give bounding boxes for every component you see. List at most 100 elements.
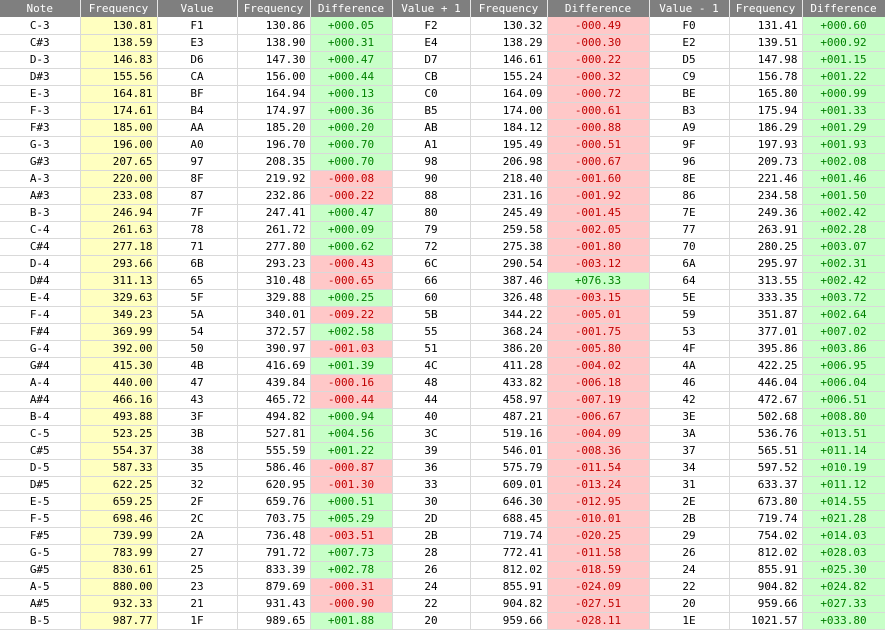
- note-frequency-cell[interactable]: 349.23: [80, 306, 158, 324]
- minus-1-value-cell[interactable]: 9F: [649, 136, 730, 154]
- minus-1-value-cell[interactable]: 3E: [649, 408, 730, 426]
- value-difference-cell[interactable]: -000.90: [310, 595, 393, 613]
- minus-1-frequency-cell[interactable]: 904.82: [729, 578, 803, 596]
- value-frequency-cell[interactable]: 879.69: [237, 578, 311, 596]
- plus-1-difference-cell[interactable]: -000.22: [547, 51, 650, 69]
- minus-1-frequency-cell[interactable]: 165.80: [729, 85, 803, 103]
- note-cell[interactable]: F-4: [0, 306, 81, 324]
- minus-1-frequency-cell[interactable]: 754.02: [729, 527, 803, 545]
- minus-1-difference-cell[interactable]: +002.31: [802, 255, 885, 273]
- value-cell[interactable]: B4: [157, 102, 238, 120]
- note-cell[interactable]: D-4: [0, 255, 81, 273]
- note-frequency-cell[interactable]: 155.56: [80, 68, 158, 86]
- minus-1-difference-cell[interactable]: +001.33: [802, 102, 885, 120]
- plus-1-difference-cell[interactable]: -013.24: [547, 476, 650, 494]
- minus-1-frequency-cell[interactable]: 139.51: [729, 34, 803, 52]
- value-cell[interactable]: 5F: [157, 289, 238, 307]
- note-frequency-cell[interactable]: 932.33: [80, 595, 158, 613]
- minus-1-frequency-cell[interactable]: 422.25: [729, 357, 803, 375]
- plus-1-value-cell[interactable]: D7: [392, 51, 471, 69]
- plus-1-frequency-cell[interactable]: 719.74: [470, 527, 548, 545]
- value-difference-cell[interactable]: +000.31: [310, 34, 393, 52]
- value-frequency-cell[interactable]: 620.95: [237, 476, 311, 494]
- value-difference-cell[interactable]: +002.58: [310, 323, 393, 341]
- value-difference-cell[interactable]: +000.70: [310, 136, 393, 154]
- plus-1-frequency-cell[interactable]: 646.30: [470, 493, 548, 511]
- value-frequency-cell[interactable]: 174.97: [237, 102, 311, 120]
- plus-1-frequency-cell[interactable]: 688.45: [470, 510, 548, 528]
- minus-1-difference-cell[interactable]: +001.29: [802, 119, 885, 137]
- note-cell[interactable]: C#3: [0, 34, 81, 52]
- note-frequency-cell[interactable]: 830.61: [80, 561, 158, 579]
- value-difference-cell[interactable]: +000.70: [310, 153, 393, 171]
- minus-1-difference-cell[interactable]: +006.95: [802, 357, 885, 375]
- header-value-plus-1[interactable]: Value + 1: [392, 0, 471, 17]
- plus-1-difference-cell[interactable]: -000.61: [547, 102, 650, 120]
- minus-1-difference-cell[interactable]: +003.86: [802, 340, 885, 358]
- value-difference-cell[interactable]: +000.47: [310, 204, 393, 222]
- header-value-difference[interactable]: Difference: [310, 0, 393, 17]
- value-difference-cell[interactable]: +000.36: [310, 102, 393, 120]
- minus-1-value-cell[interactable]: E2: [649, 34, 730, 52]
- value-frequency-cell[interactable]: 659.76: [237, 493, 311, 511]
- plus-1-value-cell[interactable]: 80: [392, 204, 471, 222]
- note-frequency-cell[interactable]: 783.99: [80, 544, 158, 562]
- plus-1-difference-cell[interactable]: -008.36: [547, 442, 650, 460]
- plus-1-difference-cell[interactable]: -012.95: [547, 493, 650, 511]
- minus-1-difference-cell[interactable]: +003.72: [802, 289, 885, 307]
- header-plus-1-difference[interactable]: Difference: [547, 0, 650, 17]
- note-frequency-cell[interactable]: 698.46: [80, 510, 158, 528]
- minus-1-difference-cell[interactable]: +002.28: [802, 221, 885, 239]
- plus-1-value-cell[interactable]: 20: [392, 612, 471, 630]
- minus-1-value-cell[interactable]: 37: [649, 442, 730, 460]
- note-cell[interactable]: C#4: [0, 238, 81, 256]
- minus-1-value-cell[interactable]: 96: [649, 153, 730, 171]
- value-cell[interactable]: 27: [157, 544, 238, 562]
- note-frequency-cell[interactable]: 246.94: [80, 204, 158, 222]
- minus-1-difference-cell[interactable]: +027.33: [802, 595, 885, 613]
- value-cell[interactable]: AA: [157, 119, 238, 137]
- plus-1-frequency-cell[interactable]: 326.48: [470, 289, 548, 307]
- plus-1-difference-cell[interactable]: -005.80: [547, 340, 650, 358]
- value-frequency-cell[interactable]: 416.69: [237, 357, 311, 375]
- plus-1-frequency-cell[interactable]: 184.12: [470, 119, 548, 137]
- plus-1-difference-cell[interactable]: -000.32: [547, 68, 650, 86]
- note-cell[interactable]: C-5: [0, 425, 81, 443]
- plus-1-value-cell[interactable]: 51: [392, 340, 471, 358]
- plus-1-difference-cell[interactable]: -005.01: [547, 306, 650, 324]
- value-difference-cell[interactable]: -003.51: [310, 527, 393, 545]
- header-value-frequency[interactable]: Frequency: [237, 0, 311, 17]
- plus-1-difference-cell[interactable]: -010.01: [547, 510, 650, 528]
- value-frequency-cell[interactable]: 196.70: [237, 136, 311, 154]
- value-frequency-cell[interactable]: 791.72: [237, 544, 311, 562]
- value-cell[interactable]: 43: [157, 391, 238, 409]
- minus-1-difference-cell[interactable]: +024.82: [802, 578, 885, 596]
- minus-1-value-cell[interactable]: 53: [649, 323, 730, 341]
- plus-1-value-cell[interactable]: 44: [392, 391, 471, 409]
- value-difference-cell[interactable]: -000.44: [310, 391, 393, 409]
- value-cell[interactable]: 87: [157, 187, 238, 205]
- minus-1-frequency-cell[interactable]: 175.94: [729, 102, 803, 120]
- value-cell[interactable]: E3: [157, 34, 238, 52]
- value-difference-cell[interactable]: +000.09: [310, 221, 393, 239]
- value-frequency-cell[interactable]: 372.57: [237, 323, 311, 341]
- minus-1-difference-cell[interactable]: +025.30: [802, 561, 885, 579]
- note-frequency-cell[interactable]: 493.88: [80, 408, 158, 426]
- minus-1-frequency-cell[interactable]: 472.67: [729, 391, 803, 409]
- plus-1-frequency-cell[interactable]: 155.24: [470, 68, 548, 86]
- note-cell[interactable]: D-5: [0, 459, 81, 477]
- plus-1-difference-cell[interactable]: -001.75: [547, 323, 650, 341]
- value-cell[interactable]: 1F: [157, 612, 238, 630]
- plus-1-frequency-cell[interactable]: 344.22: [470, 306, 548, 324]
- value-difference-cell[interactable]: +001.22: [310, 442, 393, 460]
- note-cell[interactable]: C-3: [0, 17, 81, 35]
- plus-1-frequency-cell[interactable]: 146.61: [470, 51, 548, 69]
- note-frequency-cell[interactable]: 587.33: [80, 459, 158, 477]
- note-frequency-cell[interactable]: 880.00: [80, 578, 158, 596]
- minus-1-difference-cell[interactable]: +008.80: [802, 408, 885, 426]
- minus-1-frequency-cell[interactable]: 377.01: [729, 323, 803, 341]
- value-difference-cell[interactable]: -001.03: [310, 340, 393, 358]
- note-cell[interactable]: A#4: [0, 391, 81, 409]
- value-difference-cell[interactable]: -000.87: [310, 459, 393, 477]
- header-note[interactable]: Note: [0, 0, 81, 17]
